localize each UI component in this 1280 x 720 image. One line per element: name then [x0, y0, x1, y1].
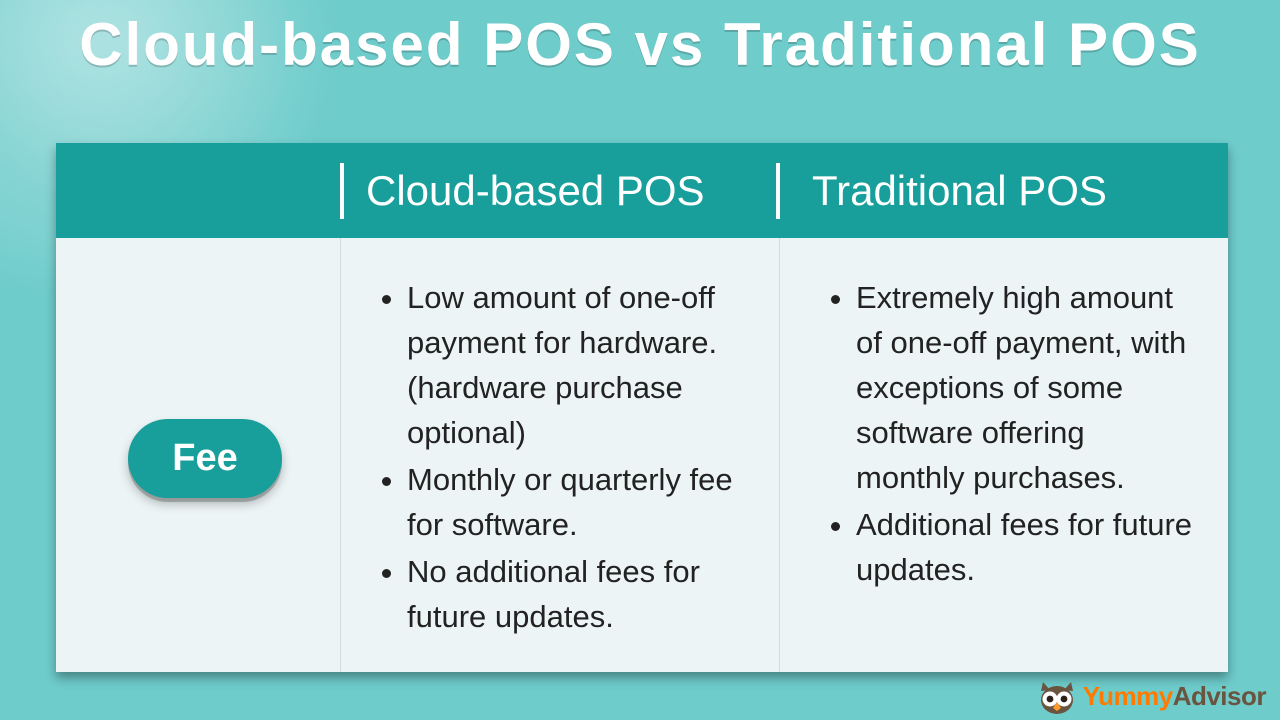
header-cell-cloud: Cloud-based POS [340, 163, 780, 219]
table-header: Cloud-based POS Traditional POS [56, 143, 1228, 238]
list-item: No additional fees for future updates. [407, 550, 755, 640]
table-body: Fee Low amount of one-off payment for ha… [56, 238, 1228, 672]
comparison-table: Cloud-based POS Traditional POS Fee Low … [56, 143, 1228, 672]
fee-pill: Fee [128, 419, 281, 498]
cloud-list: Low amount of one-off payment for hardwa… [379, 276, 755, 640]
list-item: Low amount of one-off payment for hardwa… [407, 276, 755, 456]
brand-logo: YummyAdvisor [1037, 678, 1266, 714]
row-label-cell: Fee [56, 238, 340, 672]
cell-traditional: Extremely high amount of one-off payment… [780, 238, 1228, 672]
list-item: Extremely high amount of one-off payment… [856, 276, 1198, 501]
owl-icon [1037, 678, 1077, 714]
cell-cloud: Low amount of one-off payment for hardwa… [340, 238, 780, 672]
header-cell-empty [56, 163, 340, 219]
page-title: Cloud-based POS vs Traditional POS [0, 10, 1280, 79]
brand-text-part2: Advisor [1173, 681, 1266, 711]
list-item: Additional fees for future updates. [856, 503, 1198, 593]
brand-text: YummyAdvisor [1083, 681, 1266, 712]
traditional-list: Extremely high amount of one-off payment… [828, 276, 1198, 593]
header-cell-traditional: Traditional POS [780, 163, 1228, 219]
brand-text-part1: Yummy [1083, 681, 1173, 711]
list-item: Monthly or quarterly fee for software. [407, 458, 755, 548]
